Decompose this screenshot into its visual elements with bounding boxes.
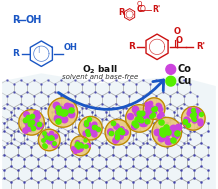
Text: solvent and base-free: solvent and base-free (62, 74, 138, 80)
Text: R: R (12, 49, 19, 58)
Circle shape (182, 107, 205, 130)
Circle shape (126, 105, 153, 132)
Text: |: | (37, 46, 40, 53)
Circle shape (143, 98, 165, 119)
Circle shape (19, 110, 44, 135)
Text: O: O (176, 36, 183, 45)
Text: $\mathbf{O_2}$ ball: $\mathbf{O_2}$ ball (82, 63, 118, 76)
Text: C: C (136, 5, 142, 14)
Circle shape (152, 117, 182, 147)
Circle shape (79, 116, 102, 140)
Text: R: R (12, 15, 19, 25)
Circle shape (38, 129, 60, 151)
Text: O: O (139, 5, 145, 14)
Text: R: R (129, 42, 135, 51)
Circle shape (166, 76, 176, 86)
Circle shape (166, 64, 176, 74)
Polygon shape (2, 73, 216, 189)
Text: O: O (173, 27, 180, 36)
Text: R': R' (152, 5, 160, 14)
Text: Cu: Cu (178, 76, 192, 86)
Text: O: O (137, 1, 142, 7)
Circle shape (71, 136, 90, 156)
Text: R': R' (196, 42, 205, 51)
Text: OH: OH (64, 43, 78, 52)
Text: R: R (118, 8, 124, 17)
Circle shape (48, 98, 78, 127)
Text: Co: Co (178, 64, 191, 74)
Circle shape (105, 119, 131, 145)
Text: OH: OH (26, 15, 42, 25)
FancyArrowPatch shape (58, 80, 164, 109)
